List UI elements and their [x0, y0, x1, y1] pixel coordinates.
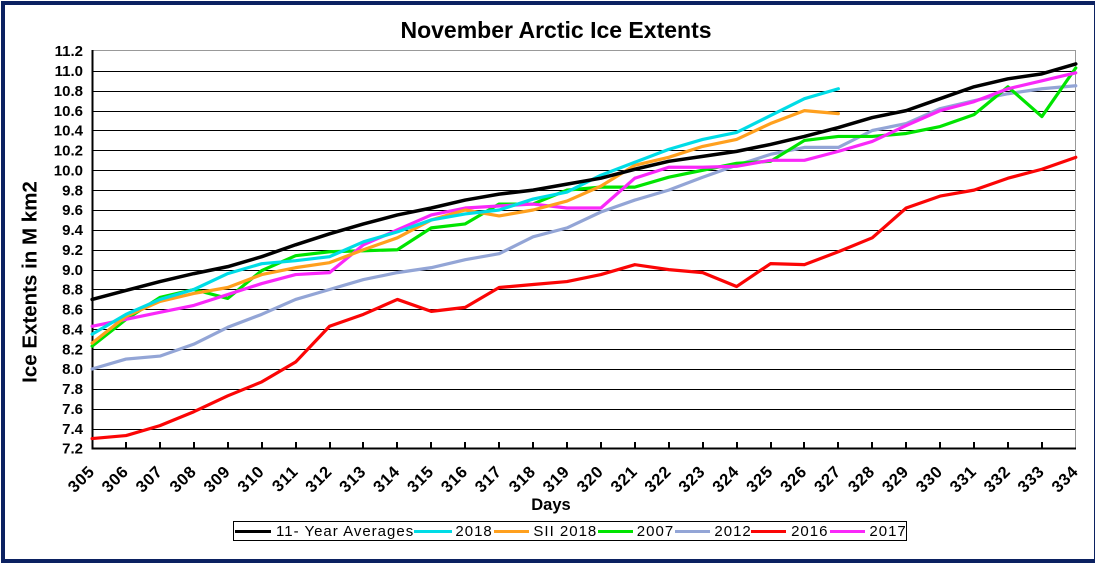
svg-text:328: 328	[845, 463, 879, 497]
svg-text:10.0: 10.0	[54, 162, 83, 179]
svg-text:326: 326	[777, 463, 811, 497]
svg-text:318: 318	[506, 463, 540, 497]
svg-text:319: 319	[540, 463, 574, 497]
svg-text:316: 316	[438, 463, 472, 497]
svg-text:8.2: 8.2	[62, 341, 83, 358]
svg-text:321: 321	[607, 463, 641, 497]
svg-text:10.2: 10.2	[54, 143, 83, 160]
svg-text:331: 331	[947, 463, 981, 497]
svg-text:Ice Extents in M km2: Ice Extents in M km2	[19, 181, 42, 383]
svg-text:325: 325	[743, 463, 777, 497]
svg-text:7.8: 7.8	[62, 381, 83, 398]
svg-text:8.8: 8.8	[62, 282, 83, 299]
svg-text:8.0: 8.0	[62, 361, 83, 378]
svg-text:11.2: 11.2	[55, 43, 83, 60]
svg-text:9.2: 9.2	[62, 242, 83, 259]
svg-text:322: 322	[641, 463, 675, 497]
svg-text:313: 313	[336, 463, 370, 497]
svg-text:327: 327	[811, 463, 845, 497]
svg-text:311: 311	[269, 463, 302, 496]
svg-text:9.0: 9.0	[62, 262, 83, 279]
svg-text:9.8: 9.8	[62, 182, 83, 199]
svg-text:323: 323	[675, 463, 709, 497]
svg-text:306: 306	[99, 463, 133, 497]
svg-text:308: 308	[167, 463, 201, 497]
svg-text:307: 307	[133, 463, 167, 497]
svg-text:312: 312	[302, 463, 336, 497]
svg-text:7.2: 7.2	[62, 441, 83, 458]
svg-text:314: 314	[370, 463, 404, 497]
svg-text:8.6: 8.6	[62, 302, 83, 319]
svg-text:317: 317	[472, 463, 506, 497]
svg-text:309: 309	[200, 463, 234, 497]
svg-text:315: 315	[404, 463, 438, 497]
svg-text:310: 310	[234, 463, 268, 497]
svg-text:320: 320	[574, 463, 608, 497]
svg-text:329: 329	[879, 463, 913, 497]
svg-text:332: 332	[981, 463, 1015, 497]
svg-text:9.6: 9.6	[62, 202, 83, 219]
svg-text:324: 324	[709, 463, 743, 497]
svg-text:330: 330	[913, 463, 947, 497]
svg-text:7.4: 7.4	[62, 421, 84, 438]
svg-text:333: 333	[1015, 463, 1049, 497]
svg-text:8.4: 8.4	[62, 321, 84, 338]
svg-text:10.8: 10.8	[54, 83, 83, 100]
svg-text:Days: Days	[531, 496, 570, 514]
svg-text:10.6: 10.6	[54, 103, 83, 120]
svg-text:305: 305	[65, 463, 99, 497]
svg-text:11.0: 11.0	[55, 63, 83, 80]
svg-text:7.6: 7.6	[62, 401, 83, 418]
svg-text:334: 334	[1048, 463, 1082, 497]
svg-text:9.4: 9.4	[62, 222, 84, 239]
svg-text:10.4: 10.4	[54, 123, 84, 140]
svg-text:November Arctic Ice Extents: November Arctic Ice Extents	[400, 17, 711, 43]
